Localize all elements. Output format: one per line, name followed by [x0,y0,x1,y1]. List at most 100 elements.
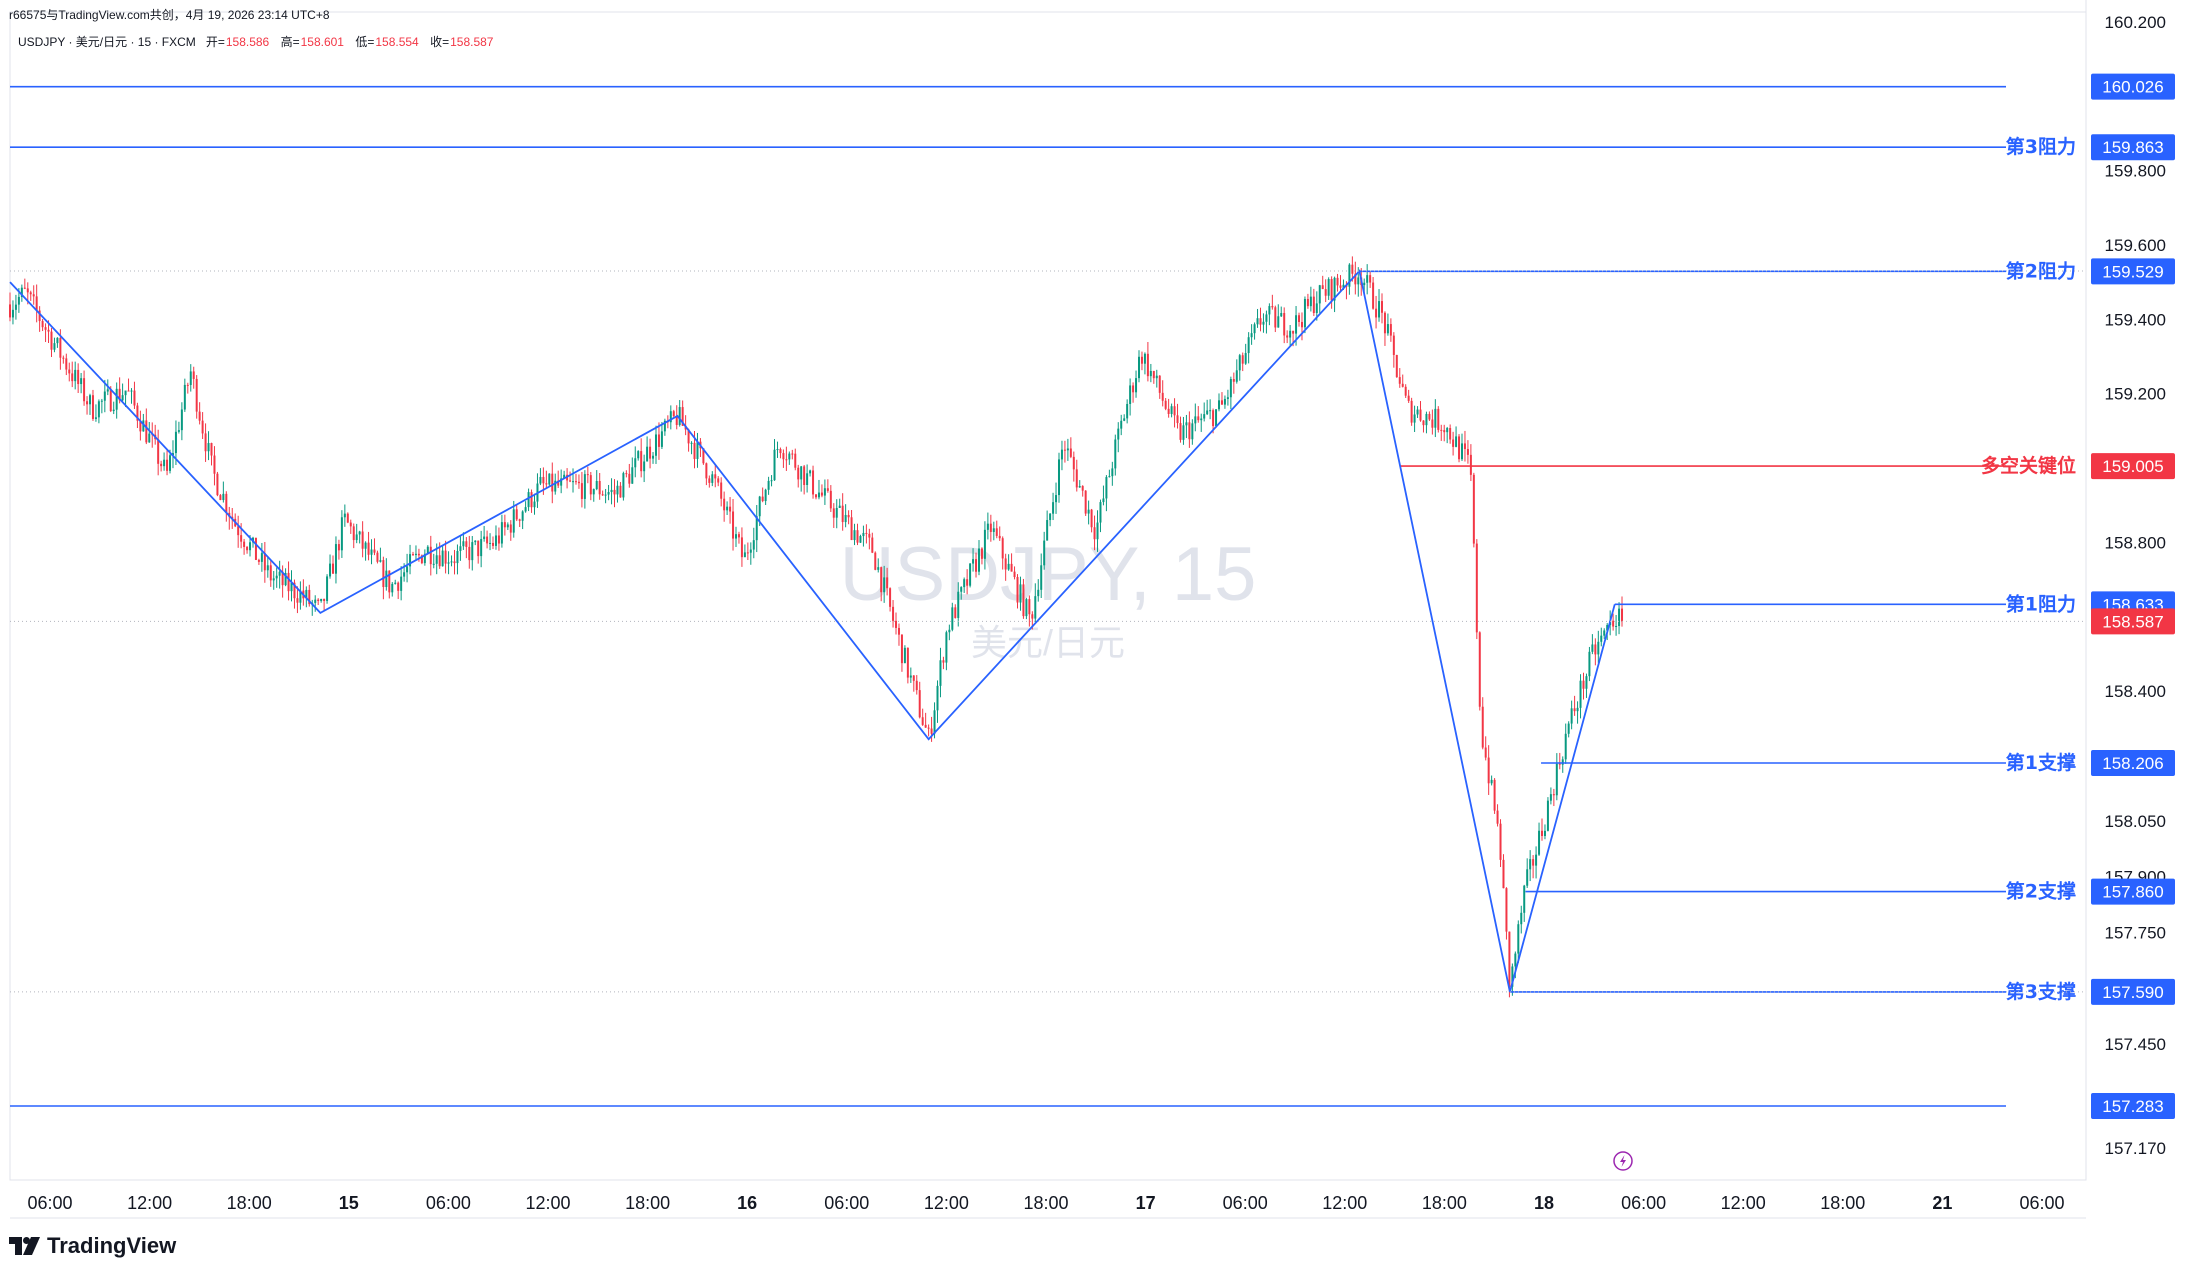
candle-body [1422,420,1425,426]
candle-body [607,492,610,495]
candle-body [592,489,595,495]
candle-body [841,505,844,523]
symbol-legend[interactable]: USDJPY · 美元/日元 · 15 · FXCM 开=158.586 高=1… [18,33,501,50]
candle-body [681,407,684,426]
candle-body [243,541,246,547]
candle-body [820,492,823,496]
candle-body [275,575,278,579]
candle-body [551,473,554,492]
candle-body [886,577,889,589]
candle-body [1185,422,1188,426]
candle-body [278,571,281,576]
candle-body [219,495,222,501]
candle-body [1123,418,1126,421]
candle-body [1298,315,1301,322]
candle-body [1606,625,1609,631]
candle-body [533,501,536,508]
candle-body [1603,630,1606,636]
candle-body [1561,759,1564,765]
candle-body [669,411,672,423]
candle-body [109,389,112,412]
candle-body [207,443,210,452]
level-price-tag-8: 157.283 [2102,1097,2163,1116]
level-price-tag-5-bg [2091,750,2175,777]
candle-body [1472,474,1475,544]
candle-body [1567,723,1570,734]
candle-body [1057,459,1060,496]
candle-body [856,530,859,543]
candle-body [918,690,921,718]
candle-body [806,473,809,486]
candle-body [367,542,370,555]
high-value: 158.601 [300,35,344,49]
candle-body [622,473,625,498]
candle-body [1460,443,1463,460]
candle-body [1463,443,1466,450]
candle-body [675,416,678,425]
candle-body [595,480,598,490]
candle-body [192,371,195,379]
candle-body [163,459,166,467]
candle-body [865,532,868,534]
candle-body [1093,527,1096,540]
symbol-line: USDJPY · 美元/日元 · 15 · FXCM [18,35,196,49]
candle-body [616,485,619,495]
candle-body [320,598,323,601]
candle-body [794,453,797,468]
candle-body [693,442,696,459]
candle-body [1155,375,1158,379]
tradingview-logo[interactable]: TradingView [9,1233,176,1259]
candle-body [74,369,77,382]
candle-body [257,559,260,562]
candle-body [545,483,548,485]
candle-body [921,717,924,725]
candle-body [776,449,779,451]
zigzag-line[interactable] [9,269,1616,993]
candle-body [1318,285,1321,304]
candle-body [797,467,800,480]
candle-body [832,508,835,518]
candle-body [660,431,663,447]
candle-body [1594,644,1597,655]
candle-body [492,542,495,546]
candle-body [355,534,358,541]
close-value: 158.587 [450,35,494,49]
candle-body [663,420,666,432]
candle-body [1511,966,1514,987]
lightning-icon[interactable] [1613,1151,1633,1171]
level-price-tag-3-bg [2091,453,2175,480]
candle-body [62,357,65,359]
candle-body [1277,316,1280,328]
candle-body [646,446,649,462]
candle-body [1060,449,1063,460]
low-label: 低= [355,35,375,49]
candle-body [903,647,906,664]
candle-body [29,292,32,295]
candle-body [847,514,850,518]
candle-body [1386,324,1389,334]
candle-body [1431,419,1434,428]
candle-body [1508,931,1511,987]
candle-body [951,607,954,630]
candle-body [272,578,275,581]
candle-body [945,632,948,663]
candle-body [770,480,773,482]
candle-body [737,534,740,538]
candle-body [115,388,118,410]
candle-body [791,453,794,455]
candle-body [1066,448,1069,451]
candle-body [1443,430,1446,433]
level-price-tag-0: 160.026 [2102,78,2163,97]
candle-body [480,539,483,557]
candle-body [969,563,972,586]
candle-body [1523,885,1526,913]
candle-body [838,505,841,508]
candle-body [924,724,927,728]
candle-body [788,453,791,460]
candle-body [880,567,883,593]
candle-body [68,369,71,374]
candle-body [500,522,503,544]
candle-body [145,420,148,443]
